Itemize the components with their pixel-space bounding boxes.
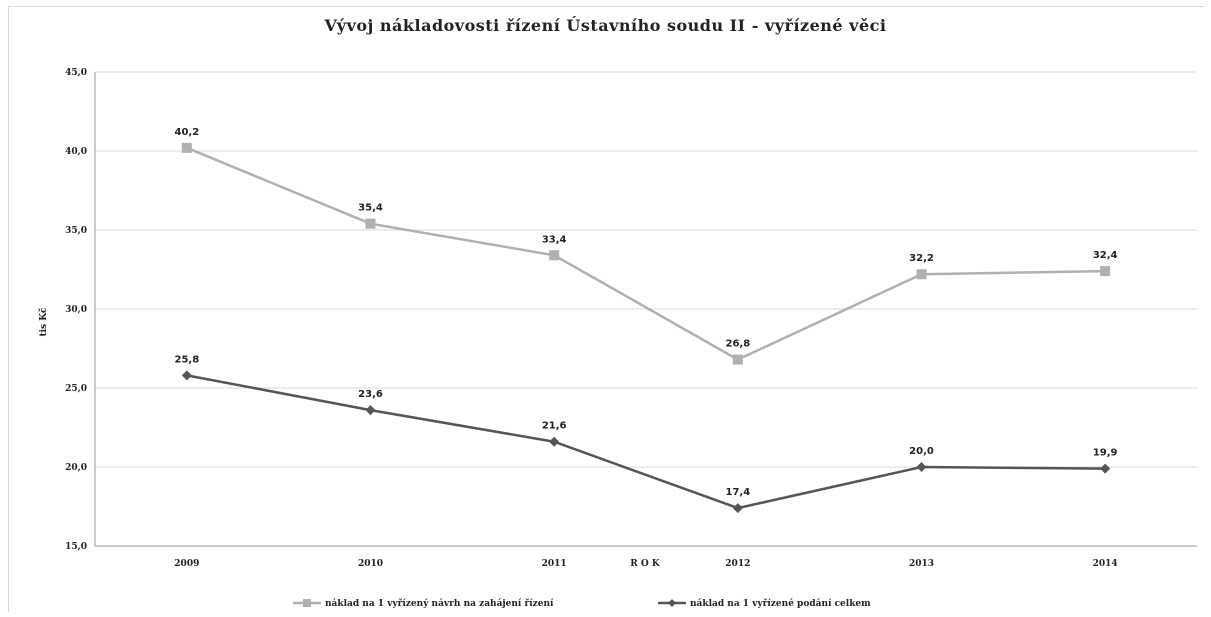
series-group: [181, 142, 1111, 514]
data-point-marker: [1100, 266, 1111, 277]
data-point-marker: [549, 250, 560, 261]
y-tick-label: 25,0: [65, 384, 87, 394]
legend-label: náklad na 1 vyřízené podání celkem: [690, 598, 871, 609]
data-point-marker: [365, 405, 376, 416]
data-point-marker: [916, 462, 927, 472]
x-tick-label: 2009: [174, 559, 199, 569]
data-label: 40,2: [174, 127, 199, 138]
x-tick-label: 2012: [725, 559, 750, 569]
y-tick-label: 40,0: [65, 147, 87, 157]
data-label: 25,8: [174, 354, 199, 365]
legend-marker: [668, 599, 676, 607]
data-point-marker: [732, 354, 743, 365]
y-tick-label: 30,0: [65, 305, 87, 315]
x-axis-ticks: 2009 2010 2011 2012 2013 2014: [174, 559, 1117, 569]
data-label: 33,4: [542, 234, 567, 245]
x-tick-label: 2014: [1093, 559, 1118, 569]
y-tick-label: 45,0: [65, 68, 87, 78]
data-point-marker: [1100, 463, 1111, 474]
y-axis-ticks: 15,0 20,0 25,0 30,0 35,0 40,0 45,0: [65, 68, 87, 552]
data-labels: 40,2 35,4 33,4 26,8 32,2 32,4 25,8 23,6 21,6 17,4…: [174, 127, 1117, 498]
series-line: [186, 146, 1106, 361]
chart-title: Vývoj nákladovosti řízení Ústavního soud…: [324, 16, 887, 35]
data-point-marker: [181, 142, 192, 153]
data-point-marker: [181, 370, 192, 381]
data-label: 32,2: [909, 253, 934, 264]
x-axis-label: R O K: [630, 559, 661, 569]
data-point-marker: [732, 503, 743, 514]
series-line: [186, 374, 1106, 510]
data-label: 21,6: [542, 421, 567, 432]
chart-frame: [8, 6, 1204, 612]
data-point-marker: [916, 269, 927, 280]
legend-label: náklad na 1 vyřízený návrh na zahájení ř…: [325, 598, 554, 609]
data-point-marker: [365, 218, 376, 229]
data-label: 20,0: [909, 446, 934, 457]
x-tick-label: 2010: [358, 559, 383, 569]
data-label: 23,6: [358, 389, 383, 400]
data-label: 32,4: [1093, 250, 1118, 261]
legend-marker: [303, 599, 311, 607]
data-label: 35,4: [358, 203, 383, 214]
y-tick-label: 20,0: [65, 463, 87, 473]
data-point-marker: [549, 436, 560, 447]
x-tick-label: 2013: [909, 559, 934, 569]
y-axis-label: tis Kč: [38, 307, 49, 337]
y-tick-label: 15,0: [65, 542, 87, 552]
data-label: 26,8: [725, 339, 750, 350]
x-tick-label: 2011: [542, 559, 567, 569]
data-label: 17,4: [725, 487, 750, 498]
legend: náklad na 1 vyřízený návrh na zahájení ř…: [293, 598, 871, 609]
data-label: 19,9: [1093, 448, 1118, 459]
y-tick-label: 35,0: [65, 226, 87, 236]
